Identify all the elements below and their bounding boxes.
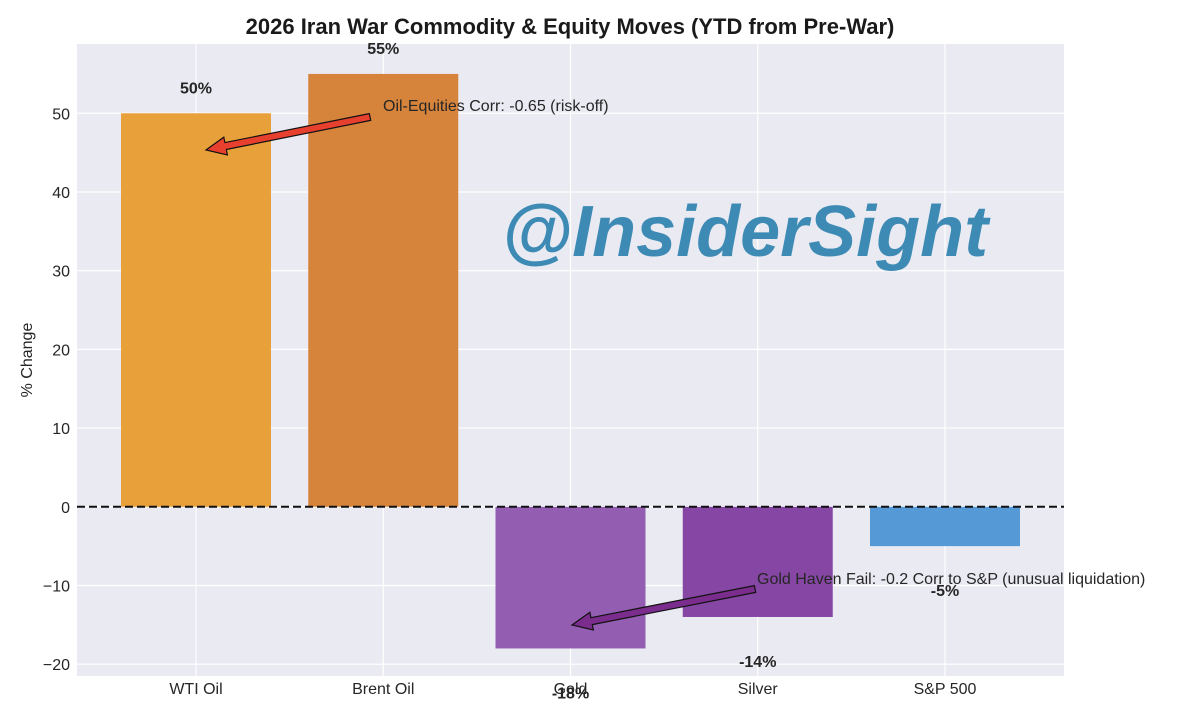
y-tick-label: 40 <box>52 185 70 202</box>
annotation-text: Oil-Equities Corr: -0.65 (risk-off) <box>383 98 609 115</box>
y-axis-ticks: −20 −10 0 10 20 30 40 50 <box>43 106 70 674</box>
y-tick-label: 50 <box>52 106 70 123</box>
annotations: Oil-Equities Corr: -0.65 (risk-off) Gold … <box>204 98 1145 631</box>
bar-s-p-500 <box>870 506 1020 547</box>
bars <box>121 73 1020 649</box>
x-tick-label: Brent Oil <box>352 681 414 698</box>
annotation-arrow <box>570 584 757 631</box>
y-tick-label: 10 <box>52 421 70 438</box>
annotation-arrow <box>204 112 372 156</box>
bar-gold <box>495 506 646 649</box>
data-label: 55% <box>367 41 399 58</box>
data-labels: 50% 55% -18% -14% -5% <box>180 41 959 703</box>
bar-wti-oil <box>121 113 271 507</box>
x-tick-label: S&P 500 <box>914 681 977 698</box>
y-tick-label: −10 <box>43 578 70 595</box>
y-axis-label: % Change <box>19 323 36 398</box>
x-tick-label: Gold <box>554 681 588 698</box>
y-tick-label: 0 <box>61 500 70 517</box>
data-label: -18% <box>552 685 589 702</box>
data-label: 50% <box>180 80 212 97</box>
data-label: -14% <box>739 654 776 671</box>
watermark: @InsiderSight <box>502 192 991 272</box>
chart-title: 2026 Iran War Commodity & Equity Moves (… <box>246 14 895 39</box>
y-tick-label: 30 <box>52 264 70 281</box>
x-tick-label: WTI Oil <box>169 681 222 698</box>
x-tick-label: Silver <box>738 681 779 698</box>
data-label: -5% <box>931 583 959 600</box>
y-tick-label: −20 <box>43 657 70 674</box>
y-tick-label: 20 <box>52 342 70 359</box>
x-axis-ticks: WTI Oil Brent Oil Gold Silver S&P 500 <box>169 681 976 698</box>
bar-brent-oil <box>308 73 459 507</box>
annotation-text: Gold Haven Fail: -0.2 Corr to S&P (unusu… <box>757 571 1145 588</box>
